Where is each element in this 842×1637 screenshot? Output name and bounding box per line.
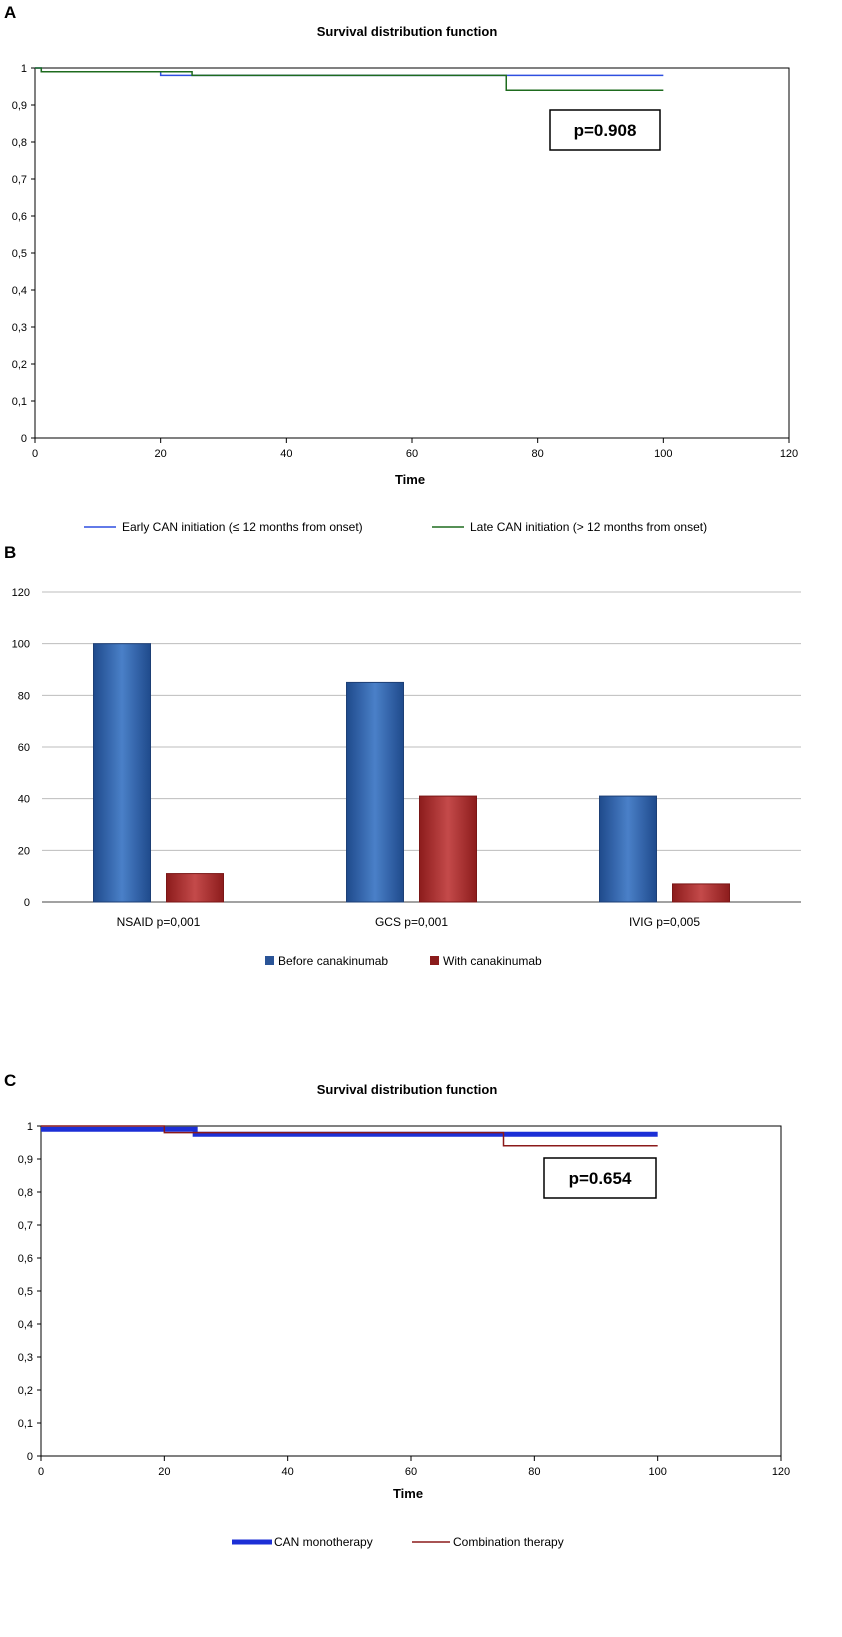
panel-a-y-tick-label: 0,1 <box>12 396 27 408</box>
panel-c-y-axis: 0 0,1 0,2 0,3 0,4 0,5 0,6 0,7 0,8 0,9 1 <box>18 1121 41 1463</box>
panel-a-x-tick-label: 60 <box>406 448 418 460</box>
panel-c-y-tick-label: 0 <box>27 1451 33 1463</box>
panel-a-y-tick-label: 0,9 <box>12 100 27 112</box>
panel-b-y-tick-label: 100 <box>12 639 30 651</box>
panel-c-y-tick-label: 0,6 <box>18 1253 33 1265</box>
panel-c-x-tick-label: 20 <box>158 1466 170 1478</box>
panel-a-legend-early: Early CAN initiation (≤ 12 months from o… <box>122 520 363 534</box>
panel-b-bars <box>93 643 730 903</box>
panel-b-bar-with-2 <box>419 795 477 903</box>
panel-b-y-axis: 0 20 40 60 80 100 120 <box>12 587 30 909</box>
panel-a-y-axis: 0 0,1 0,2 0,3 0,4 0,5 0,6 0,7 0,8 0,9 1 <box>12 63 35 445</box>
panel-a-y-tick-label: 0,2 <box>12 359 27 371</box>
panel-b-bar-before-2 <box>346 681 404 903</box>
panel-c-y-tick-label: 0,8 <box>18 1187 33 1199</box>
panel-b-bar-with-3 <box>672 883 730 903</box>
panel-a-x-tick-label: 20 <box>155 448 167 460</box>
panel-c: C Survival distribution function 0 0,1 0,2… <box>4 1071 790 1549</box>
panel-b: B 0 20 40 60 80 100 120 NSAID p=0,001 GCS p=0,0… <box>4 543 801 968</box>
panel-c-legend-mono: CAN monotherapy <box>274 1535 373 1549</box>
panel-a-series-group <box>35 67 664 91</box>
panel-c-y-tick-label: 1 <box>27 1121 33 1133</box>
panel-a-y-tick-label: 0,7 <box>12 174 27 186</box>
panel-c-x-tick-label: 0 <box>38 1466 44 1478</box>
panel-b-y-tick-label: 40 <box>18 794 30 806</box>
panel-a-y-tick-label: 0,6 <box>12 211 27 223</box>
panel-c-legend: CAN monotherapy Combination therapy <box>232 1535 564 1549</box>
panel-c-y-tick-label: 0,9 <box>18 1154 33 1166</box>
panel-b-bar-before-3 <box>599 795 657 903</box>
panel-b-bar-before-1 <box>93 643 151 903</box>
panel-a-letter: A <box>4 3 16 22</box>
panel-c-x-tick-label: 120 <box>772 1466 790 1478</box>
panel-c-y-tick-label: 0,2 <box>18 1385 33 1397</box>
panel-a-y-tick-label: 0,4 <box>12 285 27 297</box>
panel-c-y-tick-label: 0,1 <box>18 1418 33 1430</box>
panel-b-legend-swatch-with <box>430 956 439 965</box>
panel-c-x-tick-label: 60 <box>405 1466 417 1478</box>
panel-a-pvalue: p=0.908 <box>574 121 637 140</box>
panel-c-x-tick-label: 40 <box>282 1466 294 1478</box>
panel-c-y-tick-label: 0,7 <box>18 1220 33 1232</box>
panel-a-x-tick-label: 40 <box>280 448 292 460</box>
panel-a-y-tick-label: 1 <box>21 63 27 75</box>
panel-c-x-axis-title: Time <box>393 1486 423 1501</box>
panel-b-categories: NSAID p=0,001 GCS p=0,001 IVIG p=0,005 <box>117 915 701 929</box>
panel-c-plot-frame <box>40 1125 782 1457</box>
panel-b-y-tick-label: 60 <box>18 742 30 754</box>
panel-b-category-label: NSAID p=0,001 <box>117 915 201 929</box>
panel-a-x-tick-label: 80 <box>532 448 544 460</box>
panel-a-x-tick-label: 0 <box>32 448 38 460</box>
panel-c-y-tick-label: 0,4 <box>18 1319 33 1331</box>
panel-c-y-tick-label: 0,3 <box>18 1352 33 1364</box>
panel-a-legend: Early CAN initiation (≤ 12 months from o… <box>84 520 707 534</box>
panel-b-category-label: GCS p=0,001 <box>375 915 448 929</box>
panel-a-x-axis-title: Time <box>395 472 425 487</box>
panel-c-y-tick-label: 0,5 <box>18 1286 33 1298</box>
panel-c-x-tick-label: 80 <box>528 1466 540 1478</box>
panel-c-series-line-2 <box>41 1125 658 1147</box>
panel-c-legend-combo: Combination therapy <box>453 1535 564 1549</box>
panel-a-x-tick-label: 120 <box>780 448 798 460</box>
panel-b-legend: Before canakinumab With canakinumab <box>265 954 542 968</box>
panel-a-x-axis: 0 20 40 60 80 100 120 <box>32 438 798 460</box>
panel-c-letter: C <box>4 1071 16 1090</box>
panel-a-plot-frame <box>34 67 790 439</box>
panel-a-y-tick-label: 0,8 <box>12 137 27 149</box>
panel-b-bar-with-1 <box>166 873 224 903</box>
panel-b-y-tick-label: 0 <box>24 897 30 909</box>
panel-b-letter: B <box>4 543 16 562</box>
panel-a: A Survival distribution function 0 0,1 0,2… <box>4 3 798 534</box>
panel-c-title: Survival distribution function <box>317 1082 498 1097</box>
panel-b-category-label: IVIG p=0,005 <box>629 915 700 929</box>
panel-c-x-axis: 0 20 40 60 80 100 120 <box>38 1456 790 1478</box>
panel-a-y-tick-label: 0,5 <box>12 248 27 260</box>
panel-a-x-tick-label: 100 <box>654 448 672 460</box>
panel-a-legend-late: Late CAN initiation (> 12 months from on… <box>470 520 707 534</box>
panel-b-y-tick-label: 20 <box>18 845 30 857</box>
panel-c-series-group <box>41 1125 658 1147</box>
panel-c-x-tick-label: 100 <box>648 1466 666 1478</box>
panel-c-pvalue: p=0.654 <box>569 1169 632 1188</box>
panel-a-y-tick-label: 0,3 <box>12 322 27 334</box>
panel-b-y-tick-label: 80 <box>18 690 30 702</box>
panel-c-series-line-1 <box>41 1126 658 1137</box>
panel-b-y-tick-label: 120 <box>12 587 30 599</box>
panel-b-legend-swatch-before <box>265 956 274 965</box>
panel-a-y-tick-label: 0 <box>21 433 27 445</box>
panel-a-series-line-2 <box>35 67 664 91</box>
panel-a-title: Survival distribution function <box>317 24 498 39</box>
panel-b-legend-before: Before canakinumab <box>278 954 388 968</box>
panel-b-legend-with: With canakinumab <box>443 954 542 968</box>
panel-c-pvalue-box <box>543 1157 657 1199</box>
panel-a-pvalue-box <box>549 109 661 151</box>
